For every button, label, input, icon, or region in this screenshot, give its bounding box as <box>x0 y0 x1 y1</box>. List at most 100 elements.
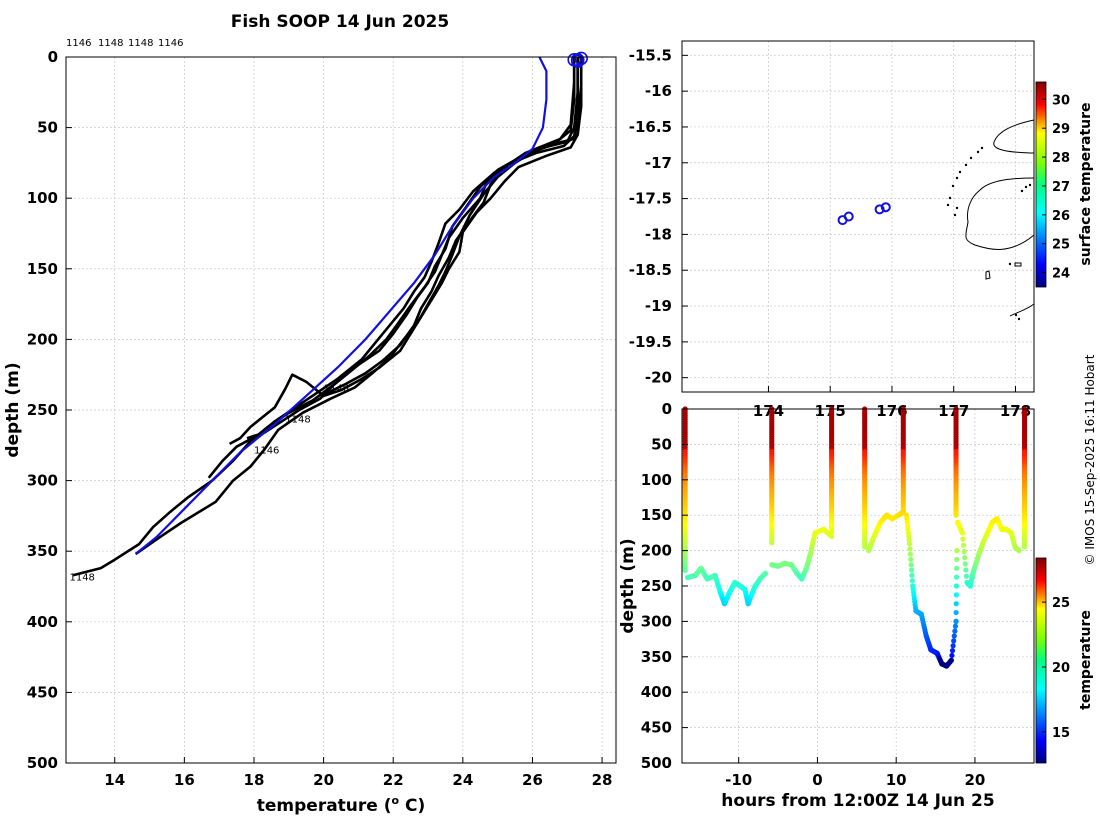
td-sample <box>953 592 959 598</box>
td-colorbar-tick-label: 20 <box>1052 661 1070 676</box>
td-sample <box>953 583 960 589</box>
map-y-tick-label: -17 <box>645 154 672 172</box>
drop-label: 1146 <box>254 446 279 457</box>
td-sample <box>951 638 957 644</box>
td-sample <box>900 508 906 514</box>
coastline-islet <box>1014 262 1022 267</box>
td-y-tick-label: 300 <box>641 612 672 630</box>
y-tick-label: 400 <box>27 613 58 631</box>
y-tick-label: 0 <box>48 48 58 66</box>
coastline-islet <box>1009 303 1035 317</box>
x-tick-label: 16 <box>174 771 195 789</box>
surface-marker <box>574 51 588 66</box>
y-tick-label: 100 <box>27 189 58 207</box>
td-x-tick-label: 0 <box>812 771 822 789</box>
td-sample <box>963 573 970 579</box>
td-y-tick-label: 250 <box>641 577 672 595</box>
y-tick-label: 500 <box>27 754 58 772</box>
profile-line <box>72 57 579 577</box>
td-sample <box>909 572 915 578</box>
time-depth-colorbar-label: temperature <box>1078 610 1094 710</box>
x-tick-label: 20 <box>313 771 334 789</box>
map-x-tick-label: 176 <box>876 402 907 420</box>
y-tick-label: 150 <box>27 260 58 278</box>
map-y-tick-label: -15.5 <box>629 46 672 64</box>
map-plot: -15.5 -16 -16.5 -17 -17.5 -18 -18.5 -19 -19.5 -20… <box>629 40 1094 420</box>
td-y-tick-label: 500 <box>641 754 672 772</box>
td-colorbar-tick-label: 15 <box>1052 726 1070 741</box>
profile-plot-frame <box>65 56 617 764</box>
map-colorbar-tick-label: 24 <box>1052 267 1070 282</box>
td-sample <box>953 574 960 580</box>
time-depth-drops <box>682 406 1028 669</box>
drop-id-label: 1148 <box>98 38 123 49</box>
profile-line <box>246 57 576 440</box>
td-sample <box>950 643 956 649</box>
x-tick-label: 24 <box>452 771 473 789</box>
td-sample <box>960 536 966 542</box>
y-tick-label: 250 <box>27 401 58 419</box>
drop-label: 1148 <box>69 573 94 584</box>
map-y-tick-label: -19 <box>645 297 672 315</box>
td-y-tick-label: 450 <box>641 719 672 737</box>
map-drop-marker <box>843 211 854 222</box>
td-y-tick-label: 350 <box>641 648 672 666</box>
map-frame <box>681 40 1035 393</box>
td-sample <box>960 542 967 548</box>
td-sample <box>954 565 960 571</box>
map-grid <box>682 41 1034 392</box>
drop-id-labels: 1146 1148 1148 1146 <box>66 38 183 49</box>
coastline-vanua-levu <box>965 177 1035 250</box>
map-drop-marker <box>880 202 891 213</box>
td-sample <box>908 562 914 568</box>
x-tick-label: 18 <box>244 771 265 789</box>
y-tick-label: 50 <box>37 119 58 137</box>
td-sample <box>907 546 913 552</box>
coastline-islet <box>985 270 991 280</box>
map-colorbar-tick-label: 27 <box>1052 180 1070 195</box>
profile-line <box>228 57 583 446</box>
profile-y-axis-label: depth (m) <box>3 362 23 457</box>
climatology-line <box>134 56 548 555</box>
map-y-tick-label: -20 <box>645 369 672 387</box>
map-y-tick-label: -19.5 <box>629 333 672 351</box>
profile-line <box>326 57 579 395</box>
td-sample <box>953 512 959 518</box>
time-depth-colorbar-ticks: 15 20 25 <box>1042 596 1070 741</box>
x-tick-label: 28 <box>592 771 613 789</box>
coastline <box>946 119 1035 321</box>
td-sample <box>682 567 688 574</box>
surface-marker <box>570 54 585 69</box>
td-y-tick-label: 400 <box>641 683 672 701</box>
x-tick-label: 14 <box>104 771 125 789</box>
td-sample <box>953 618 959 625</box>
td-sample <box>908 567 915 573</box>
td-sample <box>948 657 954 663</box>
td-sample <box>949 648 956 654</box>
drop-id-label: 1146 <box>158 38 183 49</box>
map-y-tick-label: -16.5 <box>629 118 672 136</box>
profile-ticks: 14 16 18 20 22 24 26 28 0 50 100 150 200 250 300 350 400… <box>27 48 613 789</box>
x-tick-label: 22 <box>383 771 404 789</box>
x-tick-label: 26 <box>522 771 543 789</box>
coastline-viti-levu <box>993 119 1035 154</box>
drop-label: 1146 <box>324 383 349 394</box>
profile-x-axis-label: temperature (o C) <box>257 794 426 816</box>
td-sample <box>907 551 913 557</box>
td-x-tick-label: -10 <box>725 771 752 789</box>
td-sample <box>909 578 915 584</box>
td-y-tick-label: 0 <box>662 400 672 418</box>
map-x-tick-label: 174 <box>753 402 784 420</box>
td-sample <box>829 533 835 540</box>
map-colorbar <box>1035 81 1047 288</box>
td-sample <box>906 540 913 547</box>
td-y-tick-label: 100 <box>641 471 672 489</box>
map-y-tick-label: -16 <box>645 82 672 100</box>
profile-line <box>134 57 583 556</box>
td-sample <box>1016 548 1022 554</box>
chart-title: Fish SOOP 14 Jun 2025 <box>231 12 449 32</box>
td-sample <box>959 530 965 536</box>
map-drop-locations <box>837 202 891 226</box>
